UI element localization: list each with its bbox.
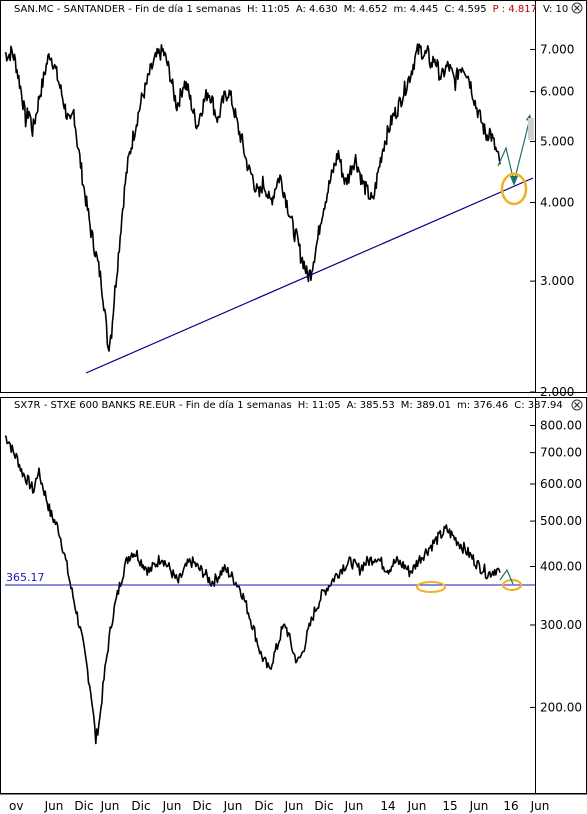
top-panel-frame bbox=[0, 0, 587, 393]
x-tick-label: Dic bbox=[74, 799, 93, 813]
stat-4: C: 4.595 bbox=[444, 4, 486, 15]
x-tick-label: Jun bbox=[344, 799, 364, 813]
top-chart-title: SAN.MC - SANTANDER - Fin de día 1 semana… bbox=[14, 3, 241, 15]
highlight-ellipse bbox=[502, 579, 522, 592]
y-tick-label: 400.00 bbox=[540, 559, 582, 573]
x-axis: ov Jun Dic Jun Dic Jun Dic Jun Dic Jun Dic Jun 14 Jun… bbox=[0, 793, 587, 813]
x-tick-label: Jun bbox=[407, 799, 427, 813]
y-tick-label: 800.00 bbox=[540, 418, 582, 432]
x-tick-label: Dic bbox=[131, 799, 150, 813]
gray-marker bbox=[528, 118, 534, 140]
close-icon[interactable] bbox=[571, 399, 583, 411]
y-tick-label: 3.000 bbox=[540, 274, 574, 288]
stat-4: C: 387.94 bbox=[514, 400, 563, 411]
y-tick-label: 2.000 bbox=[540, 385, 574, 399]
x-tick-label: 15 bbox=[442, 799, 457, 813]
stat-0: H: 11:05 bbox=[298, 400, 341, 411]
x-tick-label: Dic bbox=[254, 799, 273, 813]
y-tick-label: 700.00 bbox=[540, 446, 582, 460]
stat-6: V: 10 bbox=[543, 4, 568, 15]
y-tick-label: 6.000 bbox=[540, 85, 574, 99]
bottom-panel-frame bbox=[0, 397, 587, 794]
bottom-chart-stats: H: 11:05 A: 385.53 M: 389.01 m: 376.46 C: 38… bbox=[298, 400, 563, 411]
x-tick-label: Jun bbox=[284, 799, 304, 813]
y-tick-label: 4.000 bbox=[540, 195, 574, 209]
stat-3: m: 4.445 bbox=[393, 4, 438, 15]
bottom-y-axis: 800.00 700.00 600.00 500.00 400.00 300.00 200.… bbox=[530, 418, 582, 714]
trendline bbox=[85, 177, 534, 374]
x-tick-label: 14 bbox=[380, 799, 395, 813]
projection-arrow bbox=[499, 568, 514, 585]
x-tick-label: Jun bbox=[100, 799, 120, 813]
y-tick-label: 300.00 bbox=[540, 618, 582, 632]
x-tick-label: ov bbox=[9, 799, 23, 813]
highlight-ellipse bbox=[500, 172, 528, 206]
stat-5: P : 4.817 bbox=[493, 4, 537, 15]
bottom-header: SX7R - STXE 600 BANKS RE.EUR - Fin de dí… bbox=[14, 399, 563, 411]
projection-arrow bbox=[497, 117, 531, 183]
x-tick-label: 16 bbox=[503, 799, 518, 813]
stat-0: H: 11:05 bbox=[247, 4, 290, 15]
x-tick-label: Jun bbox=[469, 799, 489, 813]
y-tick-label: 600.00 bbox=[540, 477, 582, 491]
highlight-ellipse bbox=[416, 581, 446, 594]
top-header: SAN.MC - SANTANDER - Fin de día 1 semana… bbox=[14, 3, 568, 15]
top-chart-stats: H: 11:05 A: 4.630 M: 4.652 m: 4.445 C: 4.595… bbox=[247, 4, 568, 15]
y-tick-label: 7.000 bbox=[540, 42, 574, 56]
x-tick-label: Jun bbox=[44, 799, 64, 813]
x-tick-label: Dic bbox=[192, 799, 211, 813]
stat-1: A: 385.53 bbox=[347, 400, 395, 411]
stat-1: A: 4.630 bbox=[296, 4, 338, 15]
stat-2: M: 389.01 bbox=[401, 400, 451, 411]
reference-line-label: 365.17 bbox=[6, 571, 45, 584]
x-tick-label: Dic bbox=[314, 799, 333, 813]
y-tick-label: 500.00 bbox=[540, 514, 582, 528]
bottom-price-plot: 365.17 bbox=[4, 435, 535, 745]
top-y-axis: 7.000 6.000 5.000 4.000 3.000 2.000 bbox=[530, 42, 574, 399]
stat-3: m: 376.46 bbox=[457, 400, 508, 411]
bottom-chart-title: SX7R - STXE 600 BANKS RE.EUR - Fin de dí… bbox=[14, 399, 292, 411]
x-tick-label: Jun bbox=[162, 799, 182, 813]
arrow-head bbox=[510, 176, 518, 186]
y-tick-label: 200.00 bbox=[540, 700, 582, 714]
top-price-plot bbox=[4, 43, 534, 374]
series-line-banks bbox=[4, 435, 501, 745]
y-tick-label: 5.000 bbox=[540, 134, 574, 148]
x-tick-label: Jun bbox=[530, 799, 550, 813]
stat-2: M: 4.652 bbox=[344, 4, 388, 15]
x-tick-label: Jun bbox=[223, 799, 243, 813]
close-icon[interactable] bbox=[571, 2, 583, 14]
series-line-santander bbox=[4, 43, 501, 352]
